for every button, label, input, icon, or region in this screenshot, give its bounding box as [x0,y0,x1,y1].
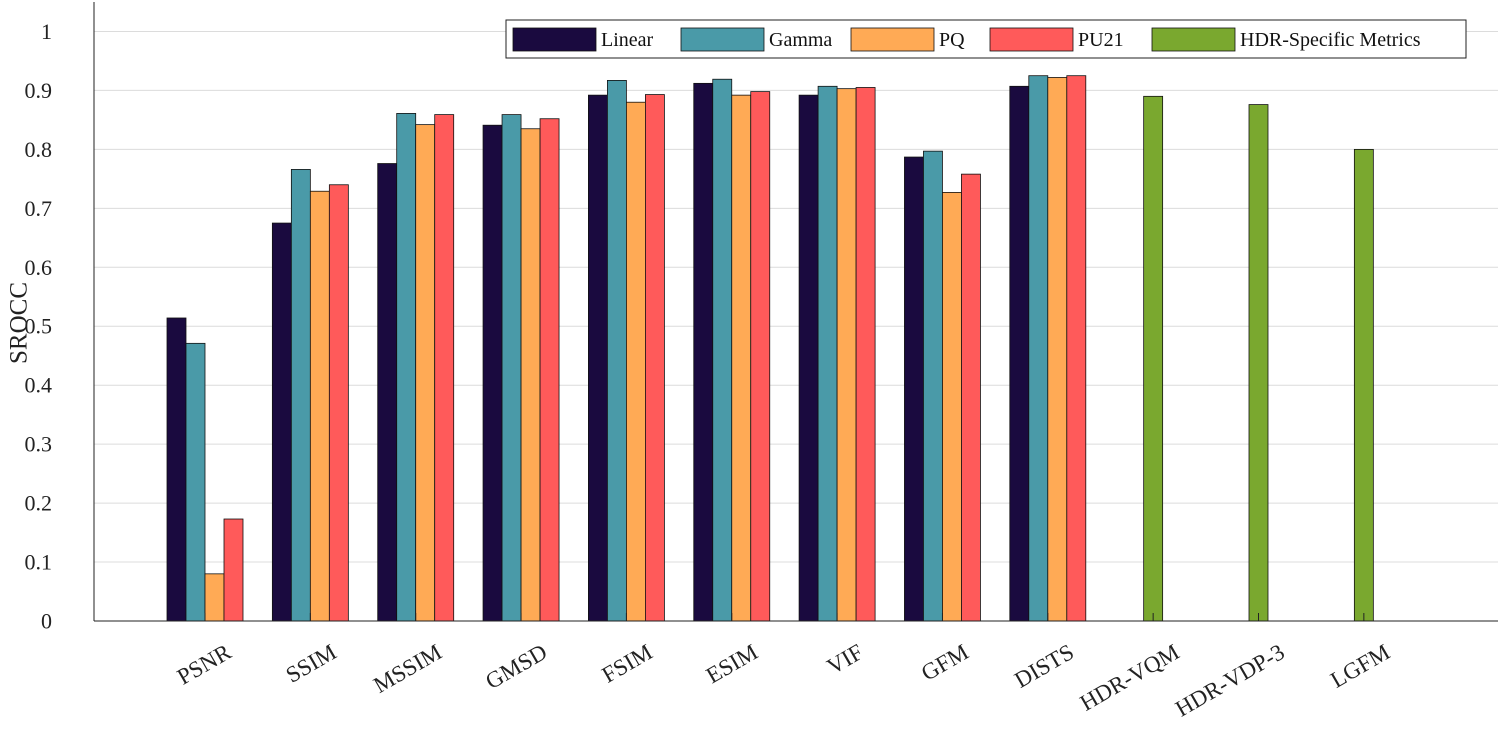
bar-pq-ssim [309,190,330,622]
x-tick-label: LGFM [1326,639,1394,693]
x-tick-label: GFM [917,639,973,686]
bar-hdr-specific-metrics-lgfm [1353,148,1374,622]
bar-gamma-psnr [185,342,206,622]
y-tick-label: 0.9 [25,78,53,103]
bar-pq-fsim [626,101,646,622]
bar-gamma-vif [817,85,838,622]
bar-pu21-gmsd [539,118,560,622]
bar-pq-gmsd [520,128,541,622]
x-tick-label: DISTS [1010,639,1078,693]
axes [93,2,1498,622]
bar-gamma-gfm [923,150,943,622]
bar-gamma-mssim [396,113,417,622]
bar-gamma-ssim [290,169,311,622]
bar-gamma-gmsd [501,114,522,622]
bar-gamma-dists [1028,75,1049,622]
y-tick-label: 0.1 [25,550,53,575]
bar-pq-mssim [415,124,436,622]
legend-label: Linear [601,29,654,51]
bar-pu21-esim [750,91,771,622]
bar-pu21-psnr [223,518,244,622]
legend-label: Gamma [769,29,832,51]
y-tick-label: 0.7 [25,196,53,221]
x-tick-label: PSNR [173,639,236,690]
bar-linear-mssim [377,163,398,622]
bar-pq-gfm [942,192,962,622]
legend-label: HDR-Specific Metrics [1240,29,1421,51]
x-tick-label: VIF [823,639,868,679]
bar-pq-esim [731,94,752,622]
y-tick-label: 0.3 [25,432,53,457]
x-tick-label: HDR-VQM [1076,639,1184,716]
legend-label: PU21 [1078,29,1124,51]
bar-hdr-specific-metrics-hdr-vdp-3 [1248,104,1269,622]
legend-swatch [850,27,935,52]
legend-swatch [989,27,1074,52]
bar-linear-dists [1009,85,1030,622]
bar-linear-esim [693,82,714,622]
bar-linear-gmsd [482,124,503,622]
x-tick-label: ESIM [702,639,762,688]
x-tick-label: GMSD [481,639,551,694]
y-tick-label: 0.2 [25,491,53,516]
y-tick-label: 0.5 [25,314,53,339]
x-tick-label: MSSIM [369,639,446,698]
x-tick-label: SSIM [282,639,341,688]
x-tick-label: FSIM [598,639,657,688]
legend-swatch [1151,27,1236,52]
legend-label: PQ [939,29,965,51]
bar-linear-psnr [166,317,187,622]
y-tick-labels: 0 0.1 0.2 0.3 0.4 0.5 0.6 0.7 0.8 0.9 1 [25,19,53,634]
y-tick-label: 0.4 [25,373,53,398]
y-tick-label: 0.8 [25,137,53,162]
bar-pu21-fsim [645,94,665,622]
y-tick-label: 1 [41,19,52,44]
bar-linear-ssim [271,222,292,622]
bar-pq-vif [836,88,857,622]
bar-pq-dists [1047,77,1068,622]
bar-pu21-mssim [434,114,455,622]
bar-linear-gfm [904,156,924,622]
y-tick-label: 0.6 [25,255,53,280]
bar-pu21-gfm [961,173,981,622]
bar-linear-vif [798,94,819,622]
x-tick-labels: PSNR SSIM MSSIM GMSD FSIM ESIM VIF GFM DISTSHDR-… [173,613,1394,722]
bar-gamma-esim [712,78,733,622]
bar-gamma-fsim [607,80,627,622]
bar-pu21-dists [1066,75,1087,622]
legend-swatch [512,27,597,52]
legend: Linear Gamma PQ PU21 HDR-Specific Metrics [505,19,1467,59]
bars [166,75,1374,622]
bar-pu21-ssim [328,184,349,622]
legend-box [505,19,1467,59]
y-axis-title: SROCC [6,282,33,364]
bar-pq-psnr [204,573,225,622]
bar-hdr-specific-metrics-hdr-vqm [1143,95,1164,622]
legend-swatch [680,27,765,52]
y-tick-label: 0 [41,609,52,634]
bar-pu21-vif [855,87,876,622]
x-tick-label: HDR-VDP-3 [1171,639,1289,721]
bar-linear-fsim [588,94,608,622]
